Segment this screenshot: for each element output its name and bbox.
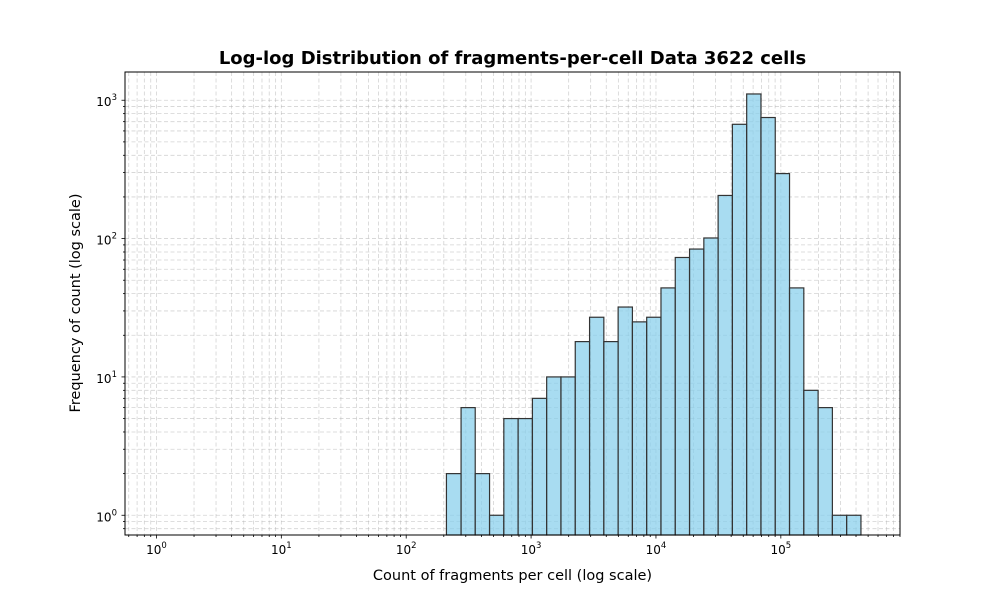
histogram-bar: [560, 376, 576, 536]
y-tick-label: 103: [96, 93, 117, 109]
histogram-bar: [746, 93, 762, 536]
x-tick-labels: 100 101 102 103 104 105: [146, 541, 791, 557]
histogram-bar: [445, 473, 462, 536]
plot-frame: [124, 71, 901, 536]
y-tick-label: 102: [96, 232, 117, 248]
histogram-bar: [774, 172, 791, 536]
histogram-bar: [488, 514, 505, 536]
histogram-bar: [803, 389, 819, 536]
x-tick-label: 101: [271, 541, 292, 557]
chart-title: Log-log Distribution of fragments-per-ce…: [219, 48, 806, 69]
histogram-bar: [788, 287, 805, 536]
histogram-bar: [460, 407, 476, 536]
histogram-bar: [660, 287, 676, 536]
histogram-bar: [731, 123, 748, 536]
histogram-bar: [846, 514, 862, 536]
y-tick-labels: 100 101 102 103: [96, 93, 117, 524]
x-tick-label: 105: [770, 541, 791, 557]
histogram-bar: [631, 321, 648, 536]
histogram-bar: [574, 341, 591, 536]
histogram-bar: [517, 417, 534, 536]
histogram-bar: [817, 407, 833, 536]
x-tick-label: 104: [646, 541, 667, 557]
histogram-bar: [717, 194, 733, 536]
histogram-bar: [588, 316, 605, 536]
histogram-bar: [546, 376, 562, 536]
histogram-bar: [831, 514, 848, 536]
x-tick-label: 103: [521, 541, 542, 557]
histogram-bar: [760, 116, 776, 536]
histogram-bar: [531, 397, 548, 536]
histogram-bar: [674, 256, 691, 536]
y-axis-label: Frequency of count (log scale): [68, 193, 84, 412]
histogram-bar: [503, 417, 519, 536]
y-tick-label: 100: [96, 508, 117, 524]
histogram-bar: [646, 316, 662, 536]
x-axis-label: Count of fragments per cell (log scale): [373, 568, 652, 584]
histogram-bar: [474, 473, 491, 536]
histogram-bar: [617, 306, 634, 536]
y-tick-label: 101: [96, 370, 117, 386]
histogram-bar: [688, 248, 705, 536]
x-tick-label: 102: [396, 541, 417, 557]
histogram-bar: [603, 341, 619, 536]
histogram-bars: [445, 93, 862, 536]
histogram-bar: [703, 237, 719, 536]
x-tick-label: 100: [146, 541, 167, 557]
